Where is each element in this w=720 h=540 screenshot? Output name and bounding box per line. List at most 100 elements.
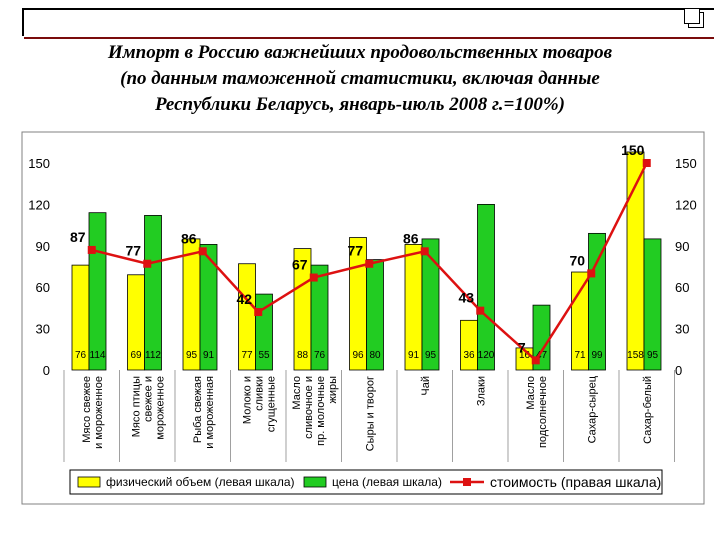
left-tick-label: 0 (43, 363, 50, 378)
category-label: Сахар-сырец (586, 375, 598, 443)
bar-label-volume: 95 (186, 350, 198, 361)
legend-swatch-volume (77, 476, 101, 488)
right-tick-label: 30 (675, 322, 689, 337)
cost-label: 77 (125, 243, 141, 259)
category-label: свежее и (142, 376, 154, 422)
cost-label: 70 (569, 252, 585, 268)
cost-marker (587, 269, 596, 278)
category-label: Мясо свежее (81, 376, 93, 443)
bar-price (477, 203, 495, 371)
category-label: Масло (525, 376, 537, 410)
category-label: Рыба свежая (192, 376, 204, 443)
cost-marker (87, 245, 96, 254)
category-label: мороженное (154, 376, 166, 440)
bar-label-volume: 96 (352, 350, 364, 361)
legend-label-volume: физический объем (левая шкала) (106, 475, 295, 489)
left-tick-label: 120 (28, 197, 50, 212)
bar-price (310, 264, 329, 371)
left-tick-label: 90 (36, 239, 50, 254)
right-tick-label: 120 (675, 197, 697, 212)
category-labels: Мясо свежее и мороженное Мясо птицы свежее … (63, 370, 675, 462)
category-label: и мороженное (93, 376, 105, 449)
cost-marker (143, 259, 152, 268)
cost-marker (198, 247, 207, 256)
legend: физический объем (левая шкала) цена (лев… (69, 469, 663, 495)
left-tick-label: 150 (28, 156, 50, 171)
cost-label: 87 (70, 229, 86, 245)
category-label: Сыры и творог (364, 376, 376, 451)
bar-labels: 76 114 69 112 95 91 77 55 88 76 96 80 91 95 36 120 16 47 7… (75, 350, 659, 361)
category-label: Мясо птицы (130, 376, 142, 437)
category-label: подсолнечное (537, 376, 549, 448)
category-label: Злаки (475, 376, 487, 406)
bar-label-price: 114 (90, 350, 106, 361)
cost-marker (476, 306, 485, 315)
bar-price (199, 244, 218, 371)
category-label: и мороженная (204, 376, 216, 449)
legend-swatch-price (303, 476, 327, 488)
title-line-3: Республики Беларусь, январь-июль 2008 г.… (155, 94, 565, 115)
category-label: сливки (253, 376, 265, 411)
cost-marker (365, 259, 374, 268)
top-rule (22, 8, 714, 39)
cost-label: 43 (458, 290, 474, 306)
bar-price (88, 212, 107, 371)
bar-label-price: 112 (145, 350, 161, 361)
cost-label: 86 (181, 230, 197, 246)
right-tick-label: 90 (675, 239, 689, 254)
cost-label: 150 (621, 142, 645, 158)
bar-price (144, 215, 162, 371)
bar-label-volume: 76 (75, 350, 87, 361)
legend-marker-cost (463, 478, 471, 486)
bar-label-price: 55 (258, 350, 270, 361)
cost-line: 87 77 86 42 67 77 86 43 7 70 150 (70, 142, 651, 365)
cost-label: 86 (403, 230, 419, 246)
legend-box (69, 469, 663, 495)
bar-label-price: 120 (478, 350, 495, 361)
category-label: Молоко и (241, 376, 253, 424)
category-label: жиры (327, 376, 339, 404)
bar-volume (460, 319, 478, 371)
cost-marker (531, 356, 540, 365)
bar-price (366, 259, 384, 371)
bar-price (643, 238, 662, 371)
cost-label: 67 (292, 257, 308, 273)
bar-label-volume: 69 (130, 350, 142, 361)
cost-label: 7 (518, 339, 526, 355)
right-tick-label: 60 (675, 280, 689, 295)
bar-label-volume: 88 (297, 350, 309, 361)
cost-label: 77 (347, 243, 363, 259)
legend-label-cost: стоимость (правая шкала) (490, 474, 661, 490)
category-label: Сахар-белый (642, 376, 654, 444)
right-tick-label: 150 (675, 156, 697, 171)
bar-label-price: 99 (591, 350, 603, 361)
bar-label-price: 47 (536, 350, 548, 361)
cost-marker (642, 159, 651, 167)
bar-label-price: 95 (425, 350, 437, 361)
cost-marker (254, 308, 263, 317)
bar-label-price: 76 (314, 350, 326, 361)
bar-label-price: 95 (647, 350, 659, 361)
legend-label-price: цена (левая шкала) (332, 475, 442, 489)
cost-marker (309, 273, 318, 282)
category-label: пр. молочные (315, 376, 327, 446)
bar-label-volume: 91 (408, 350, 420, 361)
left-tick-label: 30 (36, 322, 50, 337)
bar-label-volume: 71 (574, 350, 586, 361)
cost-label: 42 (236, 291, 252, 307)
category-label: Масло (291, 376, 303, 410)
category-label: сгущенные (265, 376, 277, 432)
bar-label-price: 80 (369, 350, 381, 361)
right-tick-label: 0 (675, 363, 682, 378)
category-label: сливочное и (303, 376, 315, 439)
right-axis: 0 30 60 90 120 150 (675, 156, 697, 378)
title-line-1: Импорт в Россию важнейших продовольствен… (107, 42, 613, 63)
title-line-2: (по данным таможенной статистики, включа… (120, 68, 600, 89)
corner-ornament (684, 8, 704, 28)
left-tick-label: 60 (36, 280, 50, 295)
bars (71, 151, 662, 371)
left-axis: 0 30 60 90 120 150 (28, 156, 50, 378)
bar-label-volume: 158 (627, 350, 644, 361)
bar-price (421, 238, 440, 371)
